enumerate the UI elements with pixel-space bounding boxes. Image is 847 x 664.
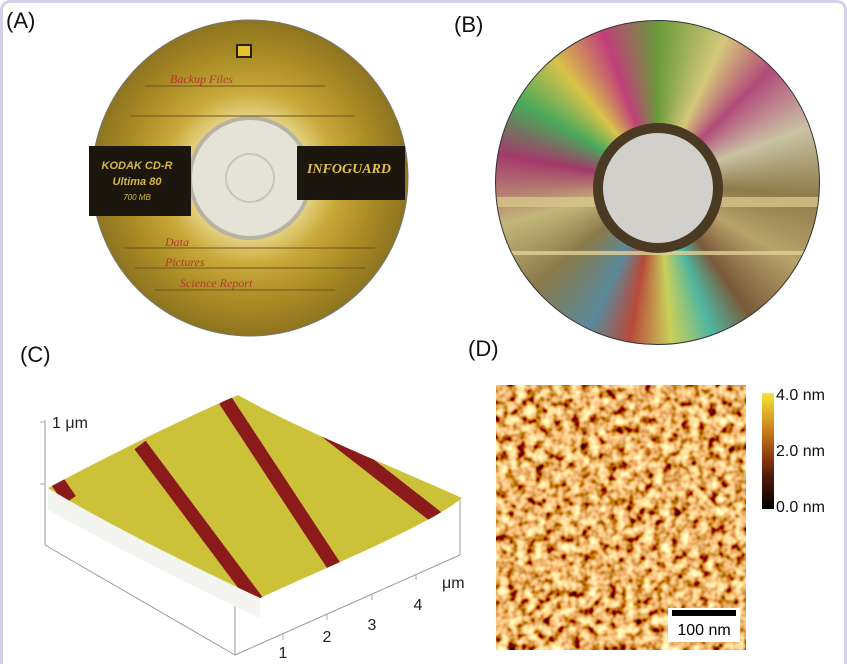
logo: INFOGUARD <box>306 162 391 177</box>
colorbar-label: 4.0 nm <box>776 387 825 404</box>
surface-plot: 1 μm μm 1 2 3 4 <box>0 360 480 664</box>
capacity: 700 MB <box>123 193 151 202</box>
kodak-logo <box>238 46 250 56</box>
model: Ultima 80 <box>113 176 163 188</box>
x-unit: μm <box>442 575 465 592</box>
note: Data <box>164 235 189 249</box>
brand: KODAK CD-R <box>102 160 173 172</box>
colorbar-label: 2.0 nm <box>776 443 825 460</box>
disc-a: KODAK CD-R Ultima 80 700 MB INFOGUARD Ba… <box>85 18 415 338</box>
x-tick-label: 2 <box>323 629 332 646</box>
note: Science Report <box>180 276 253 290</box>
x-tick-label: 1 <box>279 645 288 662</box>
z-label: 1 μm <box>52 415 88 432</box>
colorbar-label: 0.0 nm <box>776 499 825 516</box>
panel-label: (D) <box>468 336 499 362</box>
scale-bar <box>672 610 736 616</box>
colorbar <box>762 393 774 509</box>
x-tick-label: 4 <box>414 597 423 614</box>
afm-panel: 100 nm 4.0 nm 2.0 nm 0.0 nm <box>490 380 847 664</box>
hub <box>190 118 310 238</box>
note: Backup Files <box>170 72 233 86</box>
x-tick-label: 3 <box>368 617 377 634</box>
page: (A) (B) (C) (D) KODAK CD-R Ultima 80 700… <box>0 0 847 664</box>
disc-b <box>495 20 820 345</box>
hub <box>603 133 713 243</box>
panel-label: (A) <box>6 8 35 34</box>
scale-bar-label: 100 nm <box>677 622 730 639</box>
note: Pictures <box>164 255 205 269</box>
panel-label: (B) <box>454 12 483 38</box>
